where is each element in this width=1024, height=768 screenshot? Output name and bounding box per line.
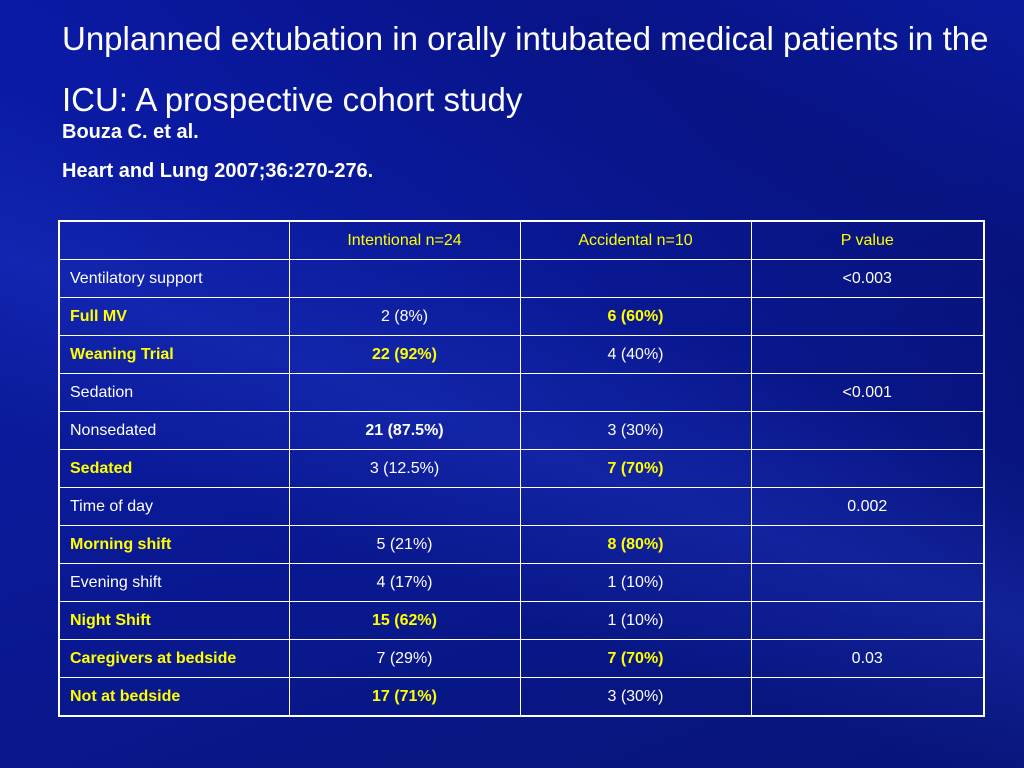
- cell-p-value: [750, 411, 985, 450]
- cell-accidental: 4 (40%): [519, 335, 752, 374]
- cell-intentional: 5 (21%): [288, 525, 521, 564]
- row-label: Caregivers at bedside: [58, 639, 290, 678]
- cell-intentional: [288, 259, 521, 298]
- cell-intentional: [288, 373, 521, 412]
- table-row: Morning shift 5 (21%) 8 (80%): [58, 525, 985, 564]
- cell-accidental: [519, 487, 752, 526]
- cell-accidental: 1 (10%): [519, 563, 752, 602]
- row-label: Night Shift: [58, 601, 290, 640]
- cell-intentional: 2 (8%): [288, 297, 521, 336]
- row-label: Ventilatory support: [58, 259, 290, 298]
- row-label: Nonsedated: [58, 411, 290, 450]
- cell-p-value: [750, 601, 985, 640]
- cell-accidental: 8 (80%): [519, 525, 752, 564]
- table-row: Ventilatory support <0.003: [58, 259, 985, 298]
- cell-accidental: [519, 259, 752, 298]
- table-row: Time of day 0.002: [58, 487, 985, 526]
- cell-p-value: 0.03: [750, 639, 985, 678]
- cell-accidental: 6 (60%): [519, 297, 752, 336]
- table-row: Evening shift 4 (17%) 1 (10%): [58, 563, 985, 602]
- table-header-row: Intentional n=24 Accidental n=10 P value: [58, 220, 985, 260]
- cell-intentional: 17 (71%): [288, 677, 521, 717]
- cell-p-value: 0.002: [750, 487, 985, 526]
- results-table: Intentional n=24 Accidental n=10 P value…: [58, 220, 985, 717]
- table-row: Nonsedated 21 (87.5%) 3 (30%): [58, 411, 985, 450]
- cell-accidental: 7 (70%): [519, 639, 752, 678]
- cell-p-value: [750, 525, 985, 564]
- table-row: Not at bedside 17 (71%) 3 (30%): [58, 677, 985, 717]
- cell-accidental: 3 (30%): [519, 677, 752, 717]
- cell-intentional: 7 (29%): [288, 639, 521, 678]
- cell-accidental: 7 (70%): [519, 449, 752, 488]
- cell-intentional: 15 (62%): [288, 601, 521, 640]
- row-label: Evening shift: [58, 563, 290, 602]
- slide-title: Unplanned extubation in orally intubated…: [62, 20, 989, 118]
- cell-p-value: [750, 677, 985, 717]
- cell-p-value: <0.001: [750, 373, 985, 412]
- header-accidental: Accidental n=10: [519, 220, 752, 260]
- cell-p-value: [750, 297, 985, 336]
- cell-intentional: [288, 487, 521, 526]
- table-row: Sedated 3 (12.5%) 7 (70%): [58, 449, 985, 488]
- row-label: Time of day: [58, 487, 290, 526]
- cell-accidental: [519, 373, 752, 412]
- cell-p-value: [750, 449, 985, 488]
- slide-citation: Heart and Lung 2007;36:270-276.: [62, 160, 374, 182]
- row-label: Sedation: [58, 373, 290, 412]
- table-row: Night Shift 15 (62%) 1 (10%): [58, 601, 985, 640]
- cell-intentional: 4 (17%): [288, 563, 521, 602]
- cell-p-value: [750, 563, 985, 602]
- row-label: Morning shift: [58, 525, 290, 564]
- cell-p-value: [750, 335, 985, 374]
- cell-intentional: 22 (92%): [288, 335, 521, 374]
- table-row: Weaning Trial 22 (92%) 4 (40%): [58, 335, 985, 374]
- row-label: Weaning Trial: [58, 335, 290, 374]
- row-label: Not at bedside: [58, 677, 290, 717]
- table-row: Caregivers at bedside 7 (29%) 7 (70%) 0.…: [58, 639, 985, 678]
- header-cell-empty: [58, 220, 290, 260]
- header-intentional: Intentional n=24: [288, 220, 521, 260]
- cell-intentional: 3 (12.5%): [288, 449, 521, 488]
- cell-accidental: 1 (10%): [519, 601, 752, 640]
- cell-intentional: 21 (87.5%): [288, 411, 521, 450]
- cell-p-value: <0.003: [750, 259, 985, 298]
- table-row: Sedation <0.001: [58, 373, 985, 412]
- table-row: Full MV 2 (8%) 6 (60%): [58, 297, 985, 336]
- slide-author: Bouza C. et al.: [62, 121, 199, 143]
- cell-accidental: 3 (30%): [519, 411, 752, 450]
- header-p-value: P value: [750, 220, 985, 260]
- row-label: Sedated: [58, 449, 290, 488]
- row-label: Full MV: [58, 297, 290, 336]
